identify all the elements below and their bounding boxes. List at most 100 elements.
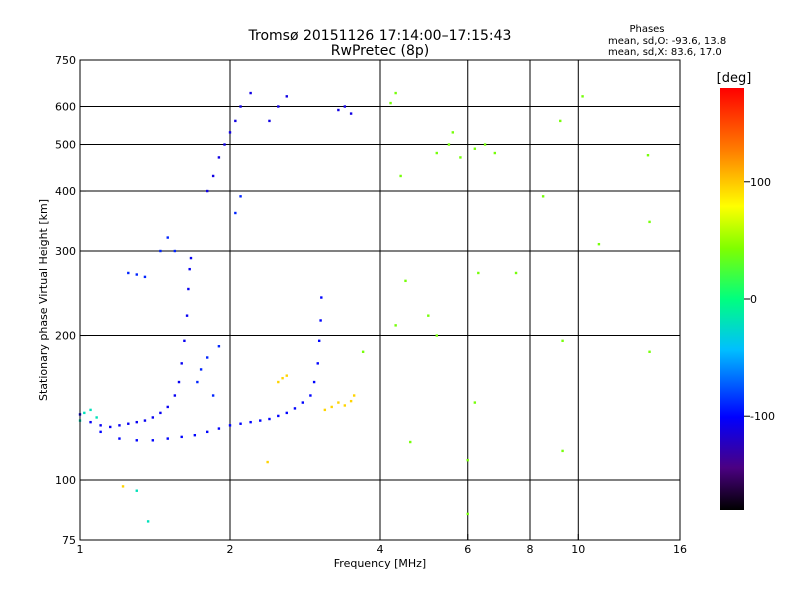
x-tick-label: 1 bbox=[77, 543, 84, 556]
colorbar-label: [deg] bbox=[717, 71, 752, 86]
data-point bbox=[293, 407, 297, 410]
colorbar-tick-label: -100 bbox=[750, 410, 775, 423]
data-point bbox=[118, 437, 121, 440]
data-point bbox=[180, 362, 183, 365]
data-point bbox=[259, 419, 262, 422]
data-point bbox=[447, 143, 451, 146]
data-point bbox=[135, 439, 138, 442]
data-point bbox=[301, 401, 305, 404]
data-point bbox=[166, 437, 169, 440]
data-point bbox=[320, 296, 323, 299]
x-tick-label: 2 bbox=[227, 543, 234, 556]
data-point bbox=[89, 420, 92, 424]
data-point bbox=[277, 105, 280, 108]
data-point bbox=[394, 324, 397, 327]
data-point bbox=[343, 105, 347, 108]
data-point bbox=[159, 411, 162, 415]
data-point bbox=[466, 458, 469, 462]
grid-lines bbox=[80, 60, 680, 540]
data-point bbox=[473, 401, 477, 404]
data-point bbox=[211, 394, 215, 397]
data-points bbox=[78, 91, 651, 523]
y-tick-label: 750 bbox=[55, 54, 76, 67]
chart-title-line2: RwPretec (8p) bbox=[331, 43, 429, 59]
data-point bbox=[477, 271, 480, 275]
data-point bbox=[561, 449, 564, 453]
colorbar-tick-label: 100 bbox=[750, 176, 771, 189]
y-axis-label: Stationary phase Virtual Height [km] bbox=[37, 199, 50, 401]
colorbar-tick-label: 0 bbox=[750, 293, 757, 306]
data-point bbox=[99, 424, 102, 427]
data-point bbox=[196, 380, 199, 384]
data-point bbox=[217, 345, 221, 348]
phases-line-o: mean, sd,O: -93.6, 13.8 bbox=[608, 36, 726, 47]
data-point bbox=[343, 404, 347, 407]
data-point bbox=[466, 512, 469, 516]
data-point bbox=[394, 91, 397, 95]
data-point bbox=[127, 271, 130, 275]
data-point bbox=[597, 242, 601, 246]
y-tick-label: 75 bbox=[62, 534, 76, 547]
data-point bbox=[266, 460, 269, 464]
data-point bbox=[183, 339, 186, 343]
data-point bbox=[427, 314, 430, 317]
x-tick-label: 10 bbox=[571, 543, 585, 556]
colorbar-ticks: -100 0 100 bbox=[744, 176, 775, 423]
colorbar: [deg] -100 0 100 bbox=[717, 71, 775, 510]
x-tick-label: 6 bbox=[464, 543, 471, 556]
y-axis-ticks: 75 100 200 300 400 500 600 750 bbox=[55, 54, 86, 547]
data-point bbox=[205, 189, 209, 193]
data-point bbox=[493, 151, 497, 155]
data-point bbox=[118, 424, 121, 427]
data-point bbox=[173, 249, 177, 253]
y-tick-label: 300 bbox=[55, 245, 76, 258]
data-point bbox=[127, 422, 130, 425]
data-point bbox=[249, 91, 252, 95]
data-point bbox=[234, 211, 237, 215]
data-point bbox=[323, 408, 327, 412]
data-point bbox=[217, 427, 221, 430]
data-point bbox=[581, 95, 584, 98]
data-point bbox=[193, 433, 197, 437]
data-point bbox=[349, 112, 353, 115]
data-point bbox=[95, 416, 98, 419]
data-point bbox=[109, 425, 112, 429]
data-point bbox=[249, 420, 252, 424]
data-point bbox=[435, 334, 438, 337]
data-point bbox=[205, 430, 209, 434]
data-point bbox=[285, 95, 288, 98]
data-point bbox=[189, 256, 193, 260]
data-point bbox=[228, 424, 232, 427]
x-tick-label: 8 bbox=[527, 543, 534, 556]
y-tick-label: 100 bbox=[55, 474, 76, 487]
data-point bbox=[268, 417, 271, 421]
data-point bbox=[349, 399, 353, 403]
data-point bbox=[151, 416, 155, 419]
data-point bbox=[268, 119, 271, 123]
data-point bbox=[151, 439, 155, 442]
data-point bbox=[239, 105, 242, 108]
y-tick-label: 500 bbox=[55, 139, 76, 152]
data-point bbox=[646, 154, 650, 157]
data-point bbox=[99, 430, 102, 434]
data-point bbox=[135, 273, 138, 276]
data-point bbox=[559, 119, 562, 123]
data-point bbox=[234, 119, 237, 123]
data-point bbox=[135, 420, 138, 424]
data-point bbox=[473, 147, 477, 150]
data-point bbox=[561, 339, 564, 343]
data-point bbox=[239, 422, 242, 425]
phases-line-x: mean, sd,X: 83.6, 17.0 bbox=[608, 47, 722, 58]
data-point bbox=[309, 394, 312, 397]
data-point bbox=[187, 287, 190, 291]
x-axis-ticks: 1 2 4 6 8 10 16 bbox=[77, 534, 687, 556]
title-block: Tromsø 20151126 17:14:00–17:15:43 RwPret… bbox=[248, 28, 512, 59]
data-point bbox=[83, 411, 86, 415]
chart-title-line1: Tromsø 20151126 17:14:00–17:15:43 bbox=[248, 28, 512, 44]
data-point bbox=[316, 362, 319, 365]
data-point bbox=[188, 267, 191, 271]
data-point bbox=[337, 108, 340, 112]
data-point bbox=[180, 435, 183, 439]
data-point bbox=[319, 319, 322, 322]
